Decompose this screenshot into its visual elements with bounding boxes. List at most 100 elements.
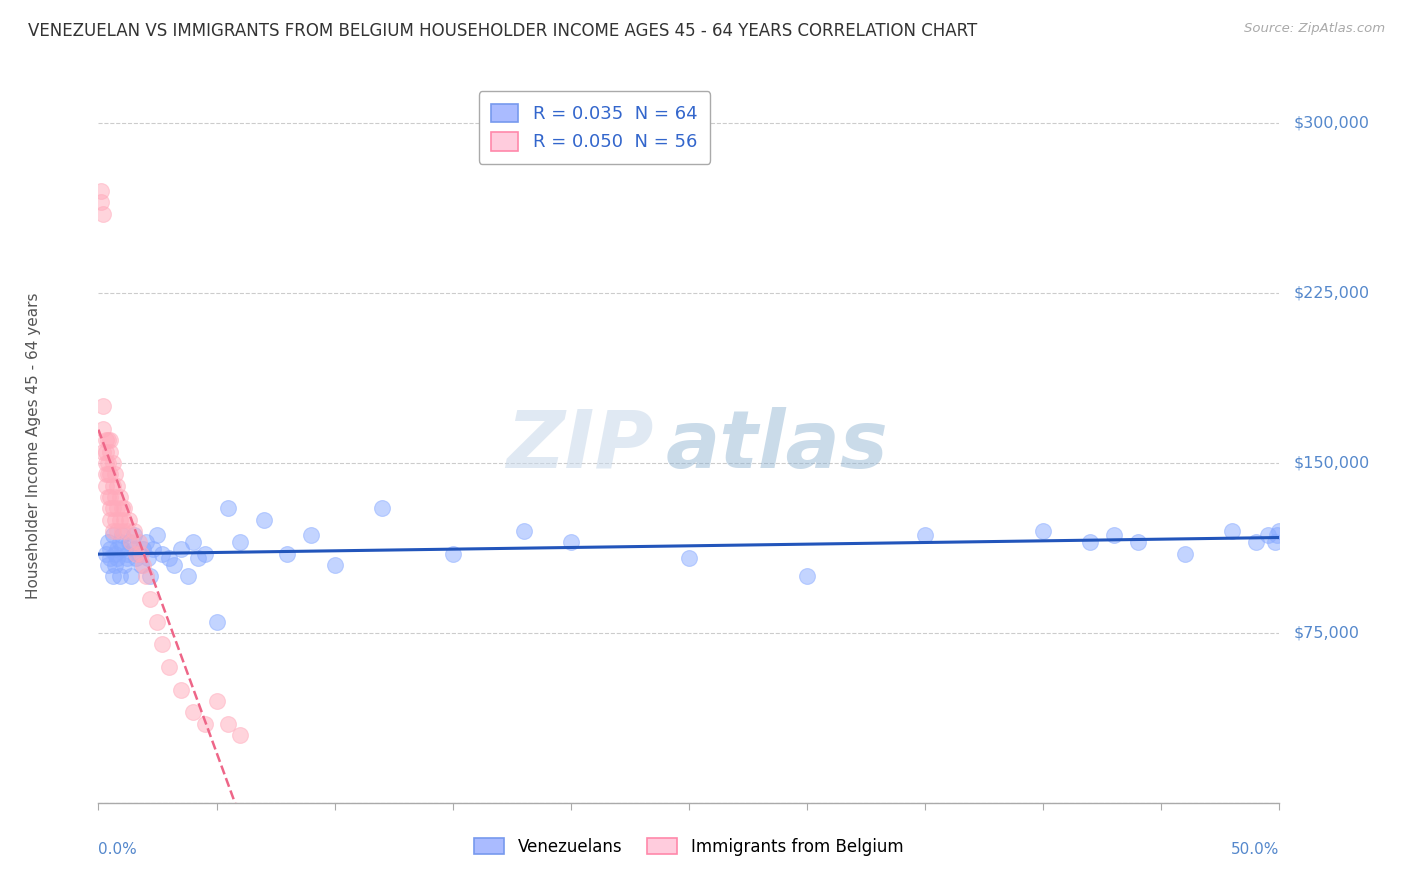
Point bbox=[146, 615, 169, 629]
Point bbox=[101, 569, 124, 583]
Point bbox=[139, 591, 162, 606]
Point bbox=[217, 501, 239, 516]
Point bbox=[112, 558, 135, 572]
Point bbox=[108, 535, 131, 549]
Point bbox=[1032, 524, 1054, 538]
Point bbox=[135, 569, 157, 583]
Point bbox=[105, 542, 128, 557]
Point bbox=[98, 467, 121, 482]
Point bbox=[132, 558, 155, 572]
Point bbox=[94, 444, 117, 458]
Point bbox=[1257, 528, 1279, 542]
Point bbox=[253, 513, 276, 527]
Point bbox=[108, 490, 131, 504]
Point bbox=[98, 542, 121, 557]
Point bbox=[299, 528, 322, 542]
Point bbox=[98, 444, 121, 458]
Point bbox=[1264, 535, 1286, 549]
Point bbox=[94, 478, 117, 492]
Text: Householder Income Ages 45 - 64 years: Householder Income Ages 45 - 64 years bbox=[25, 293, 41, 599]
Point bbox=[115, 551, 138, 566]
Point bbox=[205, 615, 228, 629]
Point bbox=[122, 528, 145, 542]
Point bbox=[150, 547, 173, 561]
Point bbox=[217, 716, 239, 731]
Text: $75,000: $75,000 bbox=[1294, 625, 1360, 640]
Point bbox=[98, 551, 121, 566]
Point bbox=[97, 558, 120, 572]
Point bbox=[112, 501, 135, 516]
Point bbox=[104, 513, 127, 527]
Text: $300,000: $300,000 bbox=[1294, 116, 1369, 131]
Point bbox=[1080, 535, 1102, 549]
Legend: Venezuelans, Immigrants from Belgium: Venezuelans, Immigrants from Belgium bbox=[464, 828, 914, 866]
Point bbox=[146, 528, 169, 542]
Point bbox=[125, 551, 148, 566]
Point bbox=[914, 528, 936, 542]
Point bbox=[132, 542, 155, 557]
Point bbox=[1244, 535, 1267, 549]
Point bbox=[91, 400, 114, 414]
Point bbox=[1265, 528, 1288, 542]
Point bbox=[97, 467, 120, 482]
Point bbox=[90, 184, 112, 198]
Point bbox=[1268, 524, 1291, 538]
Point bbox=[560, 535, 582, 549]
Point bbox=[105, 551, 128, 566]
Point bbox=[229, 535, 252, 549]
Text: 0.0%: 0.0% bbox=[98, 842, 138, 857]
Point bbox=[101, 501, 124, 516]
Point bbox=[115, 547, 138, 561]
Point bbox=[104, 547, 127, 561]
Point bbox=[97, 535, 120, 549]
Point bbox=[125, 547, 148, 561]
Point bbox=[128, 547, 150, 561]
Point bbox=[118, 513, 141, 527]
Point bbox=[122, 524, 145, 538]
Point bbox=[108, 569, 131, 583]
Point bbox=[1102, 528, 1125, 542]
Point bbox=[121, 535, 143, 549]
Text: Source: ZipAtlas.com: Source: ZipAtlas.com bbox=[1244, 22, 1385, 36]
Point bbox=[118, 535, 141, 549]
Point bbox=[111, 501, 134, 516]
Point bbox=[108, 513, 131, 527]
Point bbox=[91, 422, 114, 436]
Point bbox=[94, 434, 117, 448]
Point bbox=[112, 513, 135, 527]
Point bbox=[105, 478, 128, 492]
Point bbox=[111, 524, 134, 538]
Point bbox=[91, 444, 114, 458]
Point bbox=[150, 637, 173, 651]
Point bbox=[276, 547, 298, 561]
Point bbox=[187, 551, 209, 566]
Text: $225,000: $225,000 bbox=[1294, 285, 1369, 301]
Point bbox=[678, 551, 700, 566]
Point bbox=[101, 456, 124, 470]
Point bbox=[98, 434, 121, 448]
Point bbox=[115, 524, 138, 538]
Point bbox=[371, 501, 394, 516]
Point bbox=[1126, 535, 1149, 549]
Point bbox=[104, 467, 127, 482]
Point bbox=[94, 467, 117, 482]
Point bbox=[139, 569, 162, 583]
Point bbox=[1220, 524, 1243, 538]
Point bbox=[94, 547, 117, 561]
Point bbox=[170, 542, 193, 557]
Point bbox=[136, 551, 159, 566]
Point bbox=[441, 547, 464, 561]
Point bbox=[194, 547, 217, 561]
Point bbox=[101, 478, 124, 492]
Point bbox=[142, 542, 165, 557]
Point bbox=[796, 569, 818, 583]
Text: VENEZUELAN VS IMMIGRANTS FROM BELGIUM HOUSEHOLDER INCOME AGES 45 - 64 YEARS CORR: VENEZUELAN VS IMMIGRANTS FROM BELGIUM HO… bbox=[28, 22, 977, 40]
Point bbox=[122, 542, 145, 557]
Point bbox=[111, 542, 134, 557]
Point bbox=[181, 535, 204, 549]
Point bbox=[105, 501, 128, 516]
Point bbox=[323, 558, 346, 572]
Point bbox=[135, 535, 157, 549]
Point bbox=[129, 558, 152, 572]
Point bbox=[163, 558, 186, 572]
